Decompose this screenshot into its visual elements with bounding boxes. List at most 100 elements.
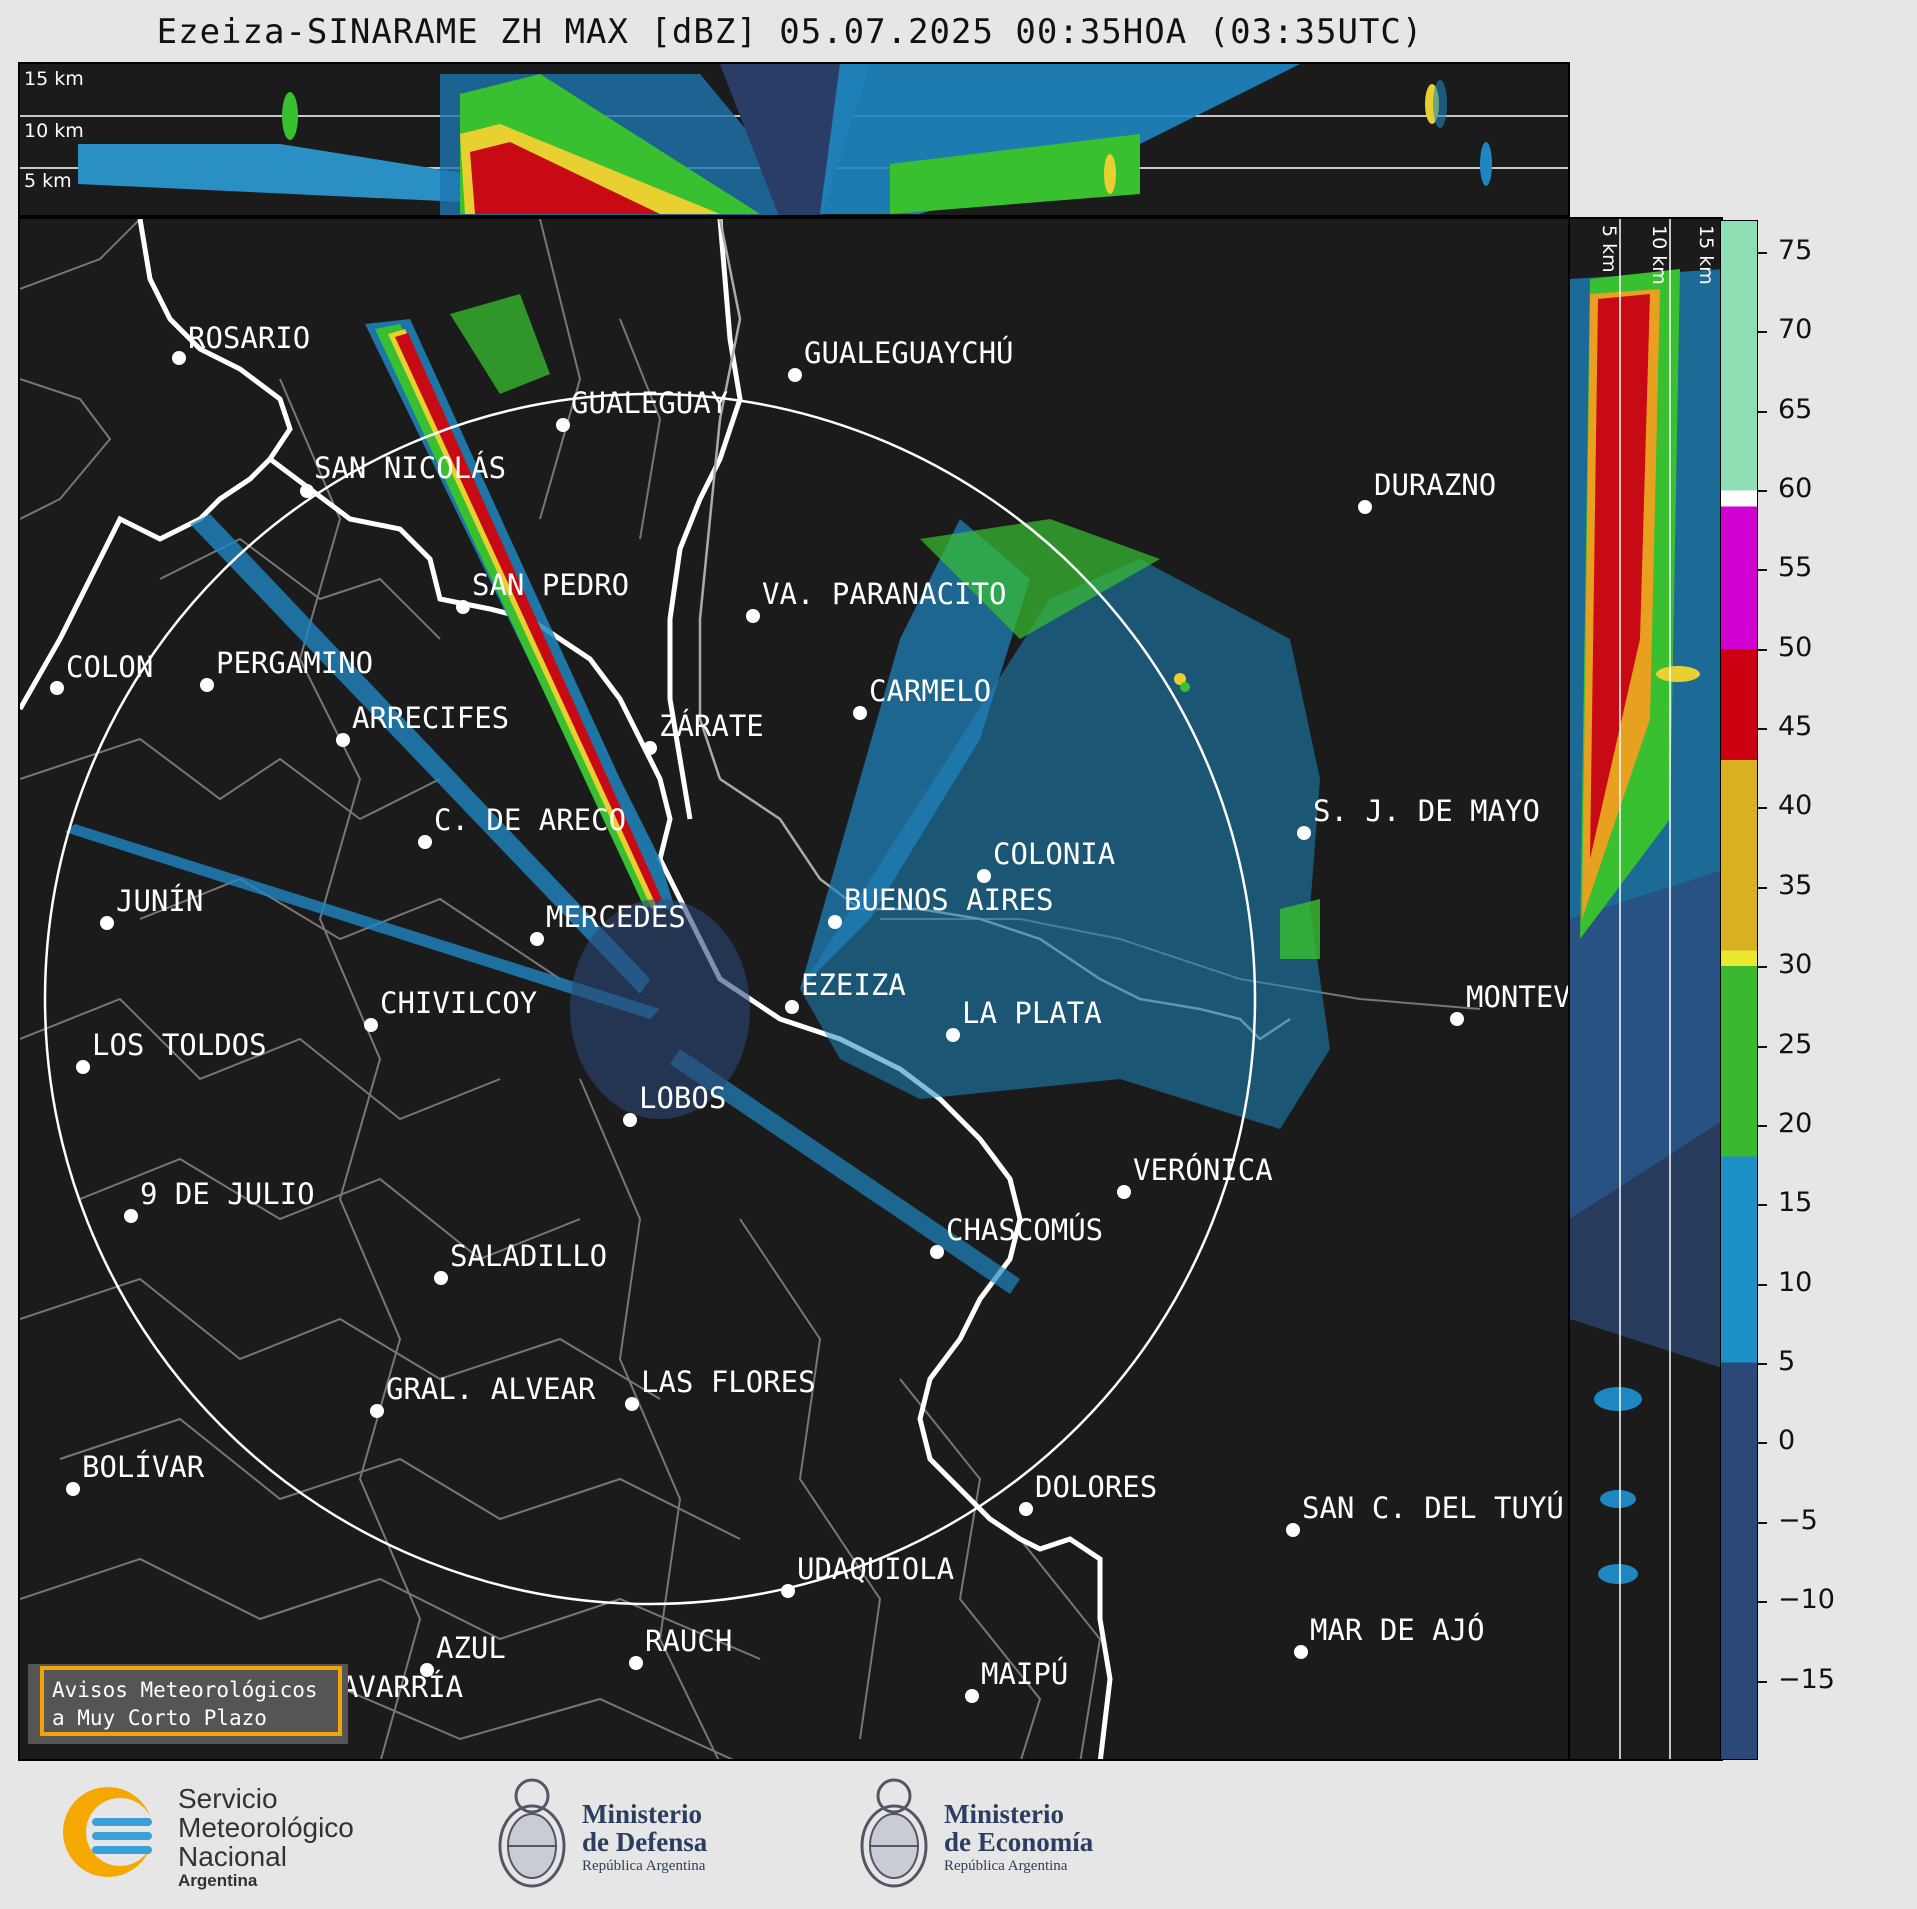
warning-box: Avisos Meteorológicos a Muy Corto Plazo bbox=[40, 1666, 342, 1736]
side-label-5km: 5 km bbox=[1598, 225, 1620, 273]
defensa-line-2: de Defensa bbox=[582, 1827, 708, 1857]
city-zarate: ZÁRATE bbox=[659, 709, 764, 743]
smn-logo-icon bbox=[63, 1787, 154, 1877]
city-maipu: MAIPÚ bbox=[981, 1657, 1069, 1691]
city-dot bbox=[456, 600, 470, 614]
map-graphic bbox=[20, 219, 1481, 1759]
colorbar-tick-mark bbox=[1757, 886, 1767, 889]
city-durazno: DURAZNO bbox=[1374, 468, 1497, 502]
colorbar-tick-mark bbox=[1757, 569, 1767, 572]
top-label-10km: 10 km bbox=[24, 120, 84, 142]
city-gral-alvear: GRAL. ALVEAR bbox=[386, 1372, 596, 1406]
city-9-de-julio: 9 DE JULIO bbox=[140, 1177, 315, 1211]
city-dot bbox=[625, 1397, 639, 1411]
defensa-line-3: República Argentina bbox=[582, 1858, 706, 1874]
map-title: Ezeiza-SINARAME ZH MAX [dBZ] 05.07.2025 … bbox=[156, 12, 1424, 52]
city-dot bbox=[530, 932, 544, 946]
city-dot bbox=[785, 1000, 799, 1014]
smn-text-2: Meteorológico bbox=[178, 1812, 354, 1843]
city-lobos: LOBOS bbox=[639, 1081, 727, 1115]
city-dot bbox=[623, 1113, 637, 1127]
colorbar-tick-mark bbox=[1757, 1442, 1767, 1445]
city-dot bbox=[336, 733, 350, 747]
city-san-nicolas: SAN NICOLÁS bbox=[314, 451, 507, 485]
city-dot bbox=[418, 835, 432, 849]
colorbar-tick-label: −15 bbox=[1778, 1663, 1835, 1695]
range-ring bbox=[43, 392, 1257, 1606]
colorbar-tick-mark bbox=[1757, 728, 1767, 731]
economia-line-3: República Argentina bbox=[944, 1858, 1068, 1874]
city-dolores: DOLORES bbox=[1035, 1470, 1158, 1504]
city-rosario: ROSARIO bbox=[188, 321, 311, 355]
smn-logo bbox=[58, 1782, 158, 1882]
city-dot bbox=[946, 1028, 960, 1042]
city-dot bbox=[643, 741, 657, 755]
colorbar-tick-mark bbox=[1757, 1521, 1767, 1524]
warning-line-1: Avisos Meteorológicos bbox=[52, 1678, 318, 1702]
city-dot bbox=[1297, 826, 1311, 840]
city-saladillo: SALADILLO bbox=[450, 1239, 608, 1273]
city-montevideo: MONTEV bbox=[1466, 980, 1571, 1014]
colorbar-tick-label: 15 bbox=[1778, 1187, 1813, 1219]
city-dot bbox=[828, 915, 842, 929]
city-dot bbox=[364, 1018, 378, 1032]
colorbar-tick-mark bbox=[1757, 1680, 1767, 1683]
colorbar-tick-mark bbox=[1757, 410, 1767, 413]
city-rauch: RAUCH bbox=[645, 1624, 733, 1658]
city-dot bbox=[781, 1584, 795, 1598]
city-chivilcoy: CHIVILCOY bbox=[380, 986, 538, 1020]
city-dot bbox=[300, 484, 314, 498]
city-dot bbox=[370, 1404, 384, 1418]
city-dot bbox=[434, 1271, 448, 1285]
city-udaquiola: UDAQUIOLA bbox=[797, 1552, 955, 1586]
colorbar-tick-label: 50 bbox=[1778, 631, 1813, 663]
colorbar-tick-mark bbox=[1757, 489, 1767, 492]
top-label-15km: 15 km bbox=[24, 68, 84, 90]
colorbar-tick-label: 35 bbox=[1778, 869, 1813, 901]
city-buenos-aires: BUENOS AIRES bbox=[844, 883, 1054, 917]
city-dot bbox=[76, 1060, 90, 1074]
colorbar-tick-label: 75 bbox=[1778, 234, 1813, 266]
city-dot bbox=[1117, 1185, 1131, 1199]
colorbar-tick-mark bbox=[1757, 1363, 1767, 1366]
city-dot bbox=[124, 1209, 138, 1223]
colorbar-tick-label: 20 bbox=[1778, 1107, 1813, 1139]
radar-echoes bbox=[65, 294, 1330, 1294]
side-height-section: 5 km 10 km 15 km bbox=[1568, 217, 1723, 1761]
city-veronica: VERÓNICA bbox=[1133, 1153, 1273, 1187]
city-dot bbox=[853, 706, 867, 720]
city-dot bbox=[420, 1663, 434, 1677]
city-dot bbox=[930, 1245, 944, 1259]
city-chascomus: CHASCOMÚS bbox=[946, 1213, 1104, 1247]
city-las-flores: LAS FLORES bbox=[641, 1365, 816, 1399]
top-height-section: 15 km 10 km 5 km bbox=[18, 62, 1570, 217]
city-dot bbox=[1019, 1502, 1033, 1516]
colorbar-tick-mark bbox=[1757, 1601, 1767, 1604]
warning-line-2: a Muy Corto Plazo bbox=[52, 1706, 267, 1730]
colorbar-tick-label: −5 bbox=[1778, 1504, 1818, 1536]
city-junin: JUNÍN bbox=[116, 884, 204, 918]
colorbar-tick-mark bbox=[1757, 1204, 1767, 1207]
city-dot bbox=[746, 609, 760, 623]
city-azul: AZUL bbox=[436, 1631, 506, 1665]
dbz-colorbar bbox=[1720, 220, 1758, 1760]
coat-of-arms-icon-2 bbox=[860, 1778, 928, 1888]
colorbar-tick-label: 10 bbox=[1778, 1266, 1813, 1298]
city-colon: COLON bbox=[66, 650, 154, 684]
top-label-5km: 5 km bbox=[24, 170, 72, 192]
city-dot bbox=[1358, 500, 1372, 514]
city-pergamino: PERGAMINO bbox=[216, 646, 374, 680]
city-c-de-areco: C. DE ARECO bbox=[434, 803, 627, 837]
colorbar-tick-label: 65 bbox=[1778, 393, 1813, 425]
city-dot bbox=[1286, 1523, 1300, 1537]
colorbar-tick-mark bbox=[1757, 807, 1767, 810]
city-dot bbox=[1450, 1012, 1464, 1026]
colorbar-tick-mark bbox=[1757, 1283, 1767, 1286]
city-san-pedro: SAN PEDRO bbox=[472, 568, 630, 602]
top-section-graphic bbox=[20, 64, 1568, 215]
city-los-toldos: LOS TOLDOS bbox=[92, 1028, 267, 1062]
city-dot bbox=[66, 1482, 80, 1496]
colorbar-tick-label: 5 bbox=[1778, 1346, 1796, 1378]
city-san-c-del-tuyu: SAN C. DEL TUYÚ bbox=[1302, 1491, 1564, 1525]
city-la-plata: LA PLATA bbox=[962, 996, 1102, 1030]
